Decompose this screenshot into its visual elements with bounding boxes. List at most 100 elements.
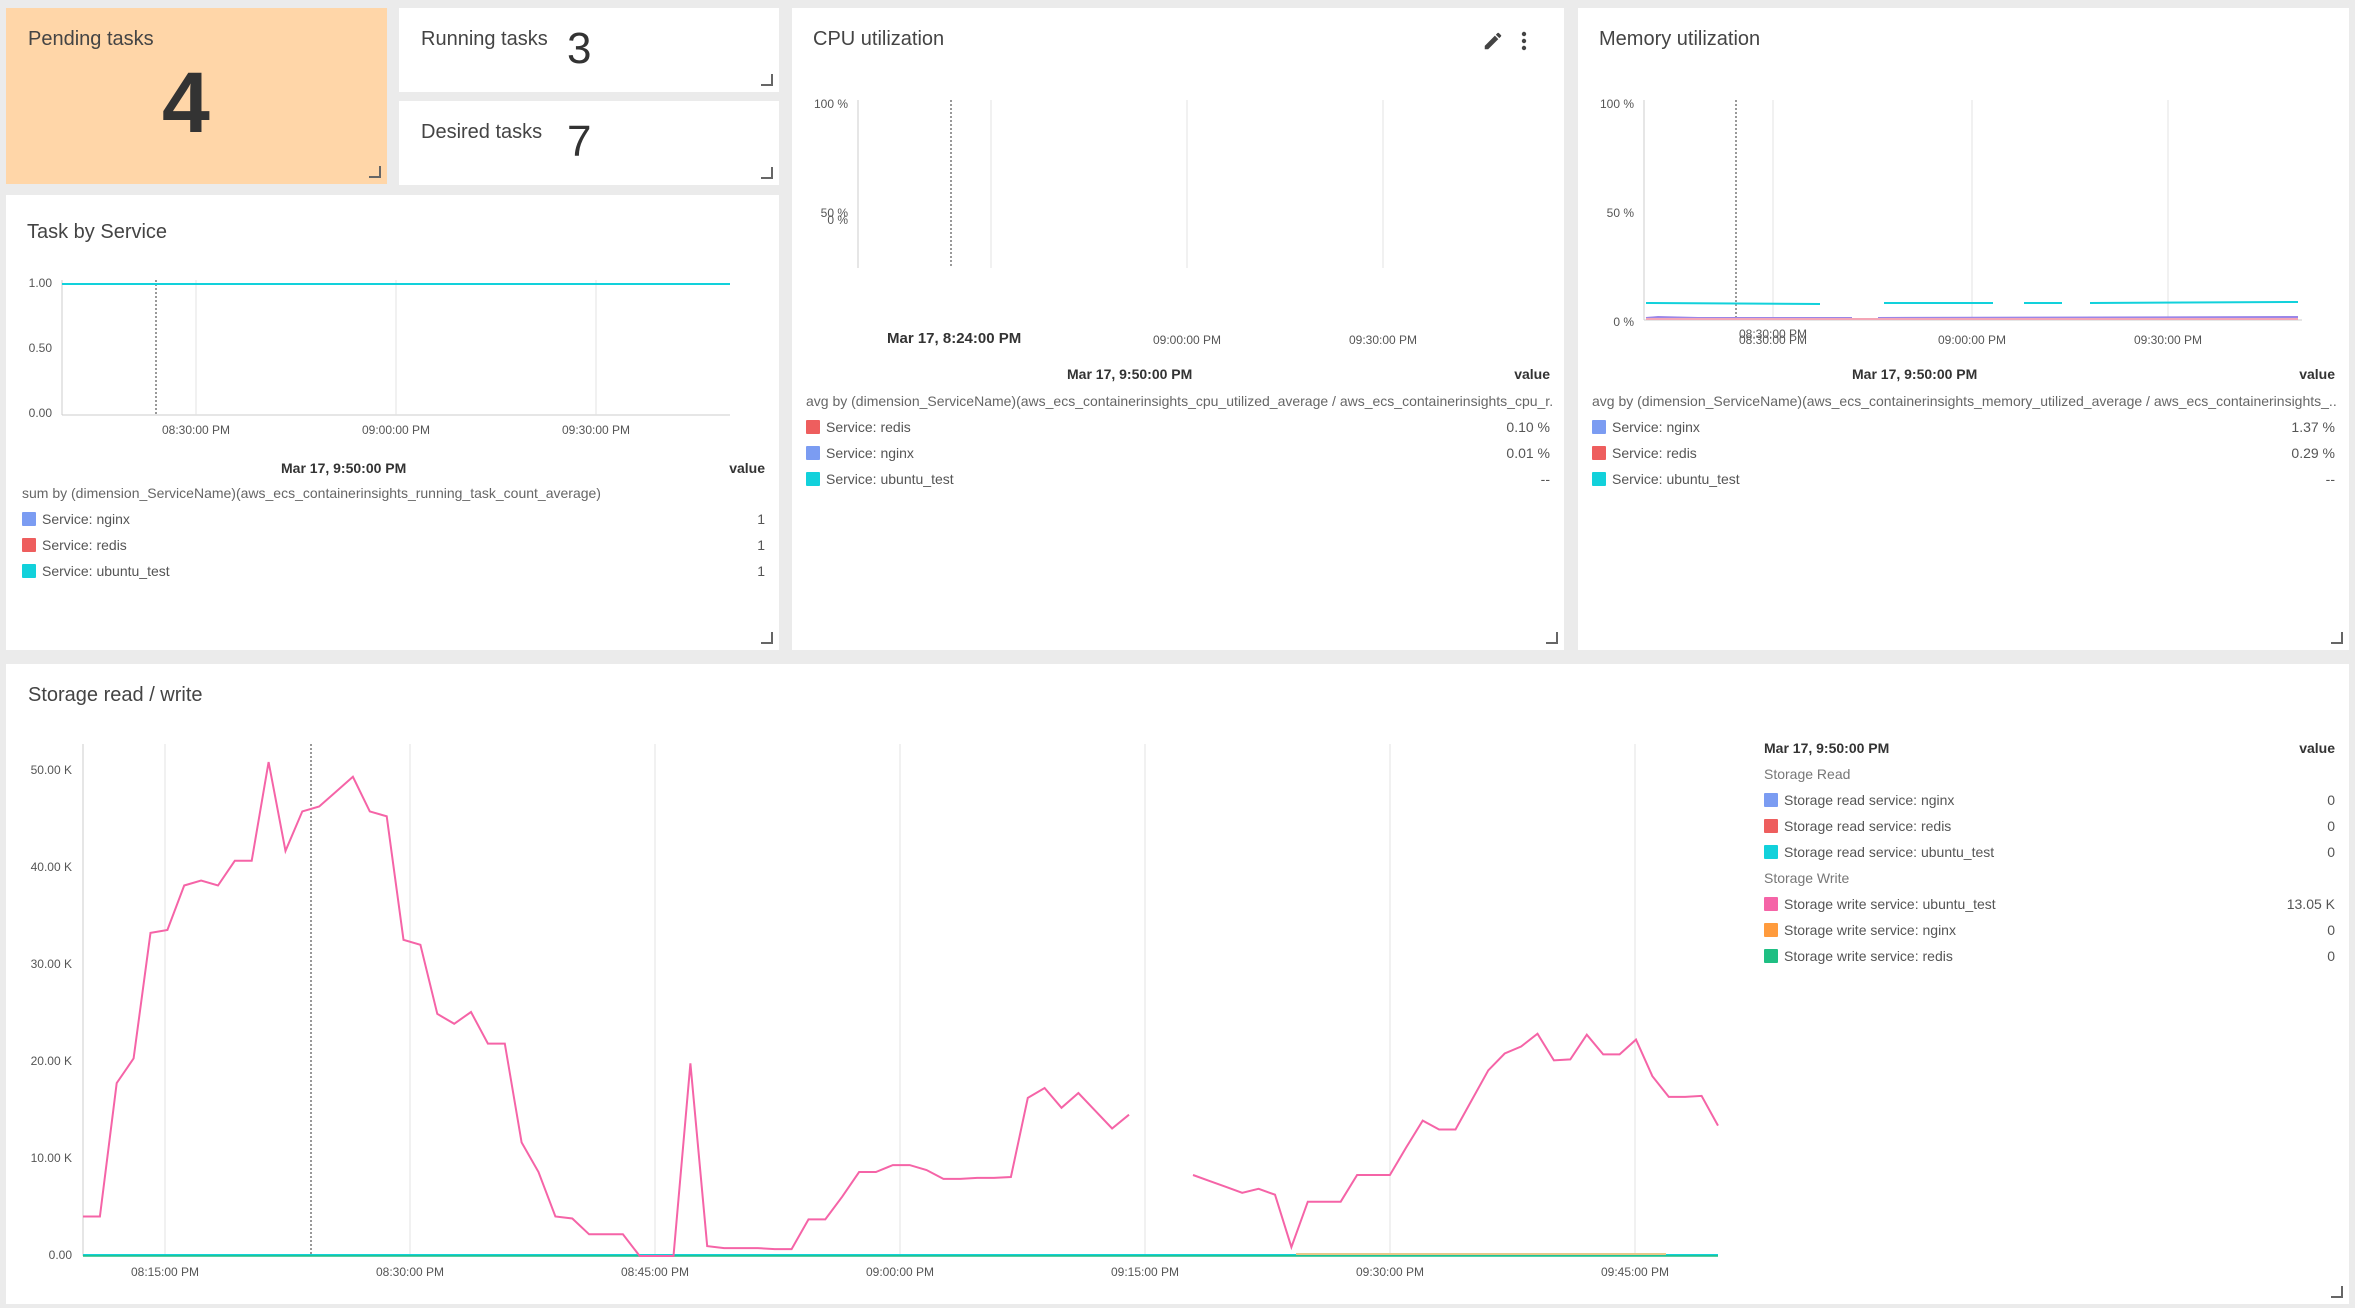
- pending-tasks-panel: Pending tasks 4: [6, 8, 387, 184]
- legend-label: Storage read service: redis: [1784, 818, 1952, 834]
- y-tick-label: 0 %: [1613, 315, 1634, 329]
- pending-tasks-label: Pending tasks: [28, 28, 154, 50]
- legend-swatch: [22, 564, 36, 578]
- legend-item[interactable]: Storage read service: nginx: [1764, 792, 1954, 808]
- legend-value: 0: [2327, 818, 2335, 834]
- legend-item[interactable]: Service: ubuntu_test: [22, 563, 170, 579]
- y-tick-label: 30.00 K: [31, 957, 72, 971]
- legend-swatch: [1764, 845, 1778, 859]
- legend-label: Service: redis: [826, 419, 911, 435]
- x-tick-label: 09:15:00 PM: [1111, 1265, 1179, 1279]
- resize-handle-icon[interactable]: [761, 167, 773, 179]
- legend-label: Storage write service: redis: [1784, 948, 1953, 964]
- resize-handle-icon[interactable]: [369, 166, 381, 178]
- legend-item[interactable]: Service: ubuntu_test: [806, 471, 954, 487]
- panel-title: CPU utilization: [813, 28, 945, 50]
- y-tick-label: 1.00: [29, 276, 53, 290]
- more-vert-icon[interactable]: [1518, 30, 1530, 57]
- legend-value: 0: [2327, 844, 2335, 860]
- desired-tasks-label: Desired tasks: [421, 121, 543, 143]
- memory-chart[interactable]: 100 % 50 % 0 % 08:30:00 PM: [1578, 8, 2349, 338]
- legend-value: 1: [757, 563, 765, 579]
- legend-item[interactable]: Service: nginx: [806, 445, 914, 461]
- legend-value: 0.01 %: [1506, 445, 1550, 461]
- legend-item[interactable]: Storage write service: nginx: [1764, 922, 1956, 938]
- series-segment: [1192, 1032, 1719, 1251]
- legend-swatch: [1764, 793, 1778, 807]
- legend-swatch: [1764, 897, 1778, 911]
- y-tick-label: 0.50: [29, 341, 53, 355]
- x-axis-ticks: 08:15:00 PM 08:30:00 PM 08:45:00 PM 09:0…: [131, 1265, 1669, 1279]
- resize-handle-icon[interactable]: [2331, 632, 2343, 644]
- legend-item[interactable]: Service: redis: [22, 537, 127, 553]
- legend-swatch: [1592, 472, 1606, 486]
- legend-value-header: value: [2299, 740, 2335, 756]
- x-tick-label: 09:30:00 PM: [1349, 333, 1417, 347]
- legend-item[interactable]: Service: redis: [806, 419, 911, 435]
- y-tick-label: 0.00: [29, 406, 53, 420]
- x-tick-label: 09:45:00 PM: [1601, 1265, 1669, 1279]
- series-line-ubuntu-test: [2089, 301, 2299, 304]
- legend-swatch: [806, 420, 820, 434]
- legend-label: Service: redis: [1612, 445, 1697, 461]
- desired-tasks-value: 7: [567, 117, 592, 166]
- legend-swatch: [1592, 420, 1606, 434]
- desired-tasks-panel: Desired tasks 7: [399, 101, 779, 185]
- x-tick-label: 08:30:00 PM: [1739, 327, 1807, 338]
- legend-item[interactable]: Service: ubuntu_test: [1592, 471, 1740, 487]
- legend-item[interactable]: Storage read service: redis: [1764, 818, 1951, 834]
- series-line-nginx: [1645, 315, 1852, 319]
- legend-value: --: [2325, 471, 2335, 487]
- x-tick-label: 09:00:00 PM: [866, 1265, 934, 1279]
- legend-swatch: [806, 472, 820, 486]
- legend-item[interactable]: Service: redis: [1592, 445, 1697, 461]
- series-segment: [83, 761, 1130, 1257]
- x-tick-label: 09:00:00 PM: [1153, 333, 1221, 347]
- legend-group-read: Storage Read: [1764, 766, 1851, 782]
- running-tasks-panel: Running tasks 3: [399, 8, 779, 92]
- legend-label: Service: redis: [42, 537, 127, 553]
- legend-value: 1.37 %: [2291, 419, 2335, 435]
- panel-title: Memory utilization: [1599, 28, 1761, 50]
- resize-handle-icon[interactable]: [2331, 1286, 2343, 1298]
- legend-value: 0: [2327, 948, 2335, 964]
- y-tick-label: 0 %: [827, 213, 848, 227]
- legend-item[interactable]: Storage read service: ubuntu_test: [1764, 844, 1994, 860]
- y-tick-label: 50.00 K: [31, 763, 72, 777]
- legend-label: Service: ubuntu_test: [1612, 471, 1740, 487]
- task-by-service-chart[interactable]: 1.00 0.50 0.00 08:30:00 PM 09:00:00 PM 0…: [6, 195, 779, 445]
- legend-label: Service: ubuntu_test: [42, 563, 170, 579]
- x-tick-label: 09:30:00 PM: [2134, 333, 2202, 347]
- cpu-chart[interactable]: 100 % 50 % 0 %: [792, 8, 1564, 268]
- y-tick-label: 100 %: [1600, 97, 1634, 111]
- legend-item[interactable]: Storage write service: ubuntu_test: [1764, 896, 1996, 912]
- resize-handle-icon[interactable]: [761, 74, 773, 86]
- legend-value: 0: [2327, 792, 2335, 808]
- legend-label: Storage read service: nginx: [1784, 792, 1955, 808]
- x-tick-label: 08:30:00 PM: [376, 1265, 444, 1279]
- y-tick-label: 100 %: [814, 97, 848, 111]
- cpu-utilization-panel: CPU utilization 100 % 50 % 0 % 09:00:00 …: [792, 8, 1564, 650]
- resize-handle-icon[interactable]: [1546, 632, 1558, 644]
- legend-item[interactable]: Service: nginx: [1592, 419, 1700, 435]
- legend-value: 0.29 %: [2291, 445, 2335, 461]
- legend-label: Service: nginx: [1612, 419, 1700, 435]
- legend-time: Mar 17, 9:50:00 PM: [1067, 366, 1193, 382]
- panel-title: Task by Service: [27, 221, 168, 243]
- task-by-service-panel: Task by Service 1.00 0.50 0.00 08:30:00 …: [6, 195, 779, 650]
- legend-value: --: [1540, 471, 1550, 487]
- legend-value: 0: [2327, 922, 2335, 938]
- storage-chart[interactable]: 50.00 K 40.00 K 30.00 K 20.00 K 10.00 K …: [6, 664, 1746, 1304]
- legend-time: Mar 17, 9:50:00 PM: [281, 460, 407, 476]
- storage-read-write-panel: Storage read / write 50.00 K 40.00 K 30.…: [6, 664, 2349, 1304]
- edit-pencil-icon[interactable]: [1482, 30, 1504, 57]
- legend-time: Mar 17, 9:50:00 PM: [1852, 366, 1978, 382]
- legend-query: avg by (dimension_ServiceName)(aws_ecs_c…: [1592, 393, 2338, 409]
- resize-handle-icon[interactable]: [761, 632, 773, 644]
- legend-item[interactable]: Storage write service: redis: [1764, 948, 1953, 964]
- legend-swatch: [1764, 923, 1778, 937]
- legend-swatch: [22, 512, 36, 526]
- legend-item[interactable]: Service: nginx: [22, 511, 130, 527]
- running-tasks-value: 3: [567, 24, 592, 73]
- legend-value-header: value: [2299, 366, 2335, 382]
